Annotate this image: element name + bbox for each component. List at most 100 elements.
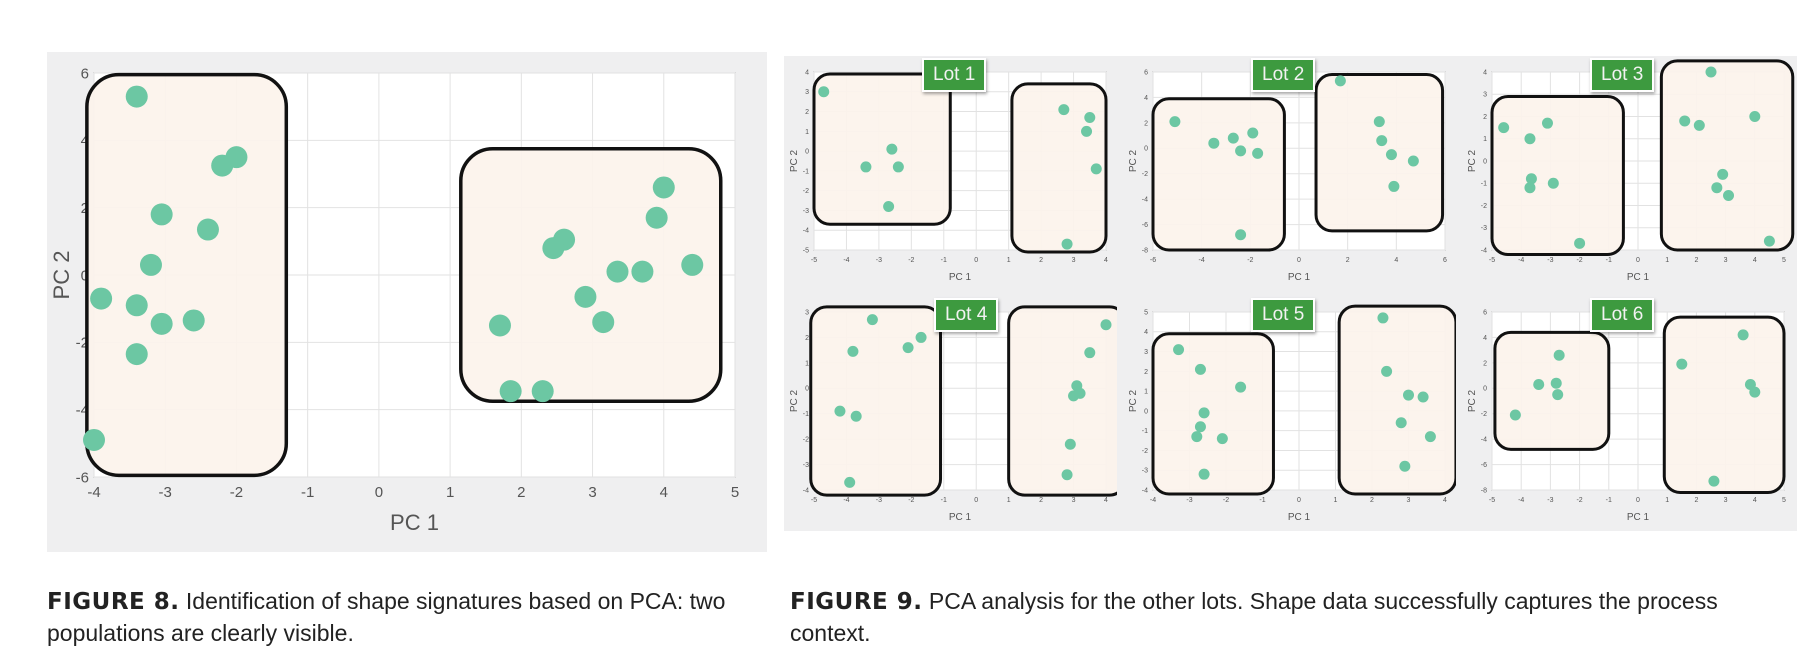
figure-8-panel: -4 -3 -2 -1 0 1 2 3 4 5 -6 -4 -2 0 2 4 6 PC 1 PC 2 <box>47 52 767 552</box>
y-tick-label: 4 <box>81 133 89 150</box>
x-tick-label: -6 <box>1150 257 1156 264</box>
data-point <box>818 86 830 98</box>
x-tick-label: 0 <box>375 484 383 501</box>
y-tick-label: -2 <box>1481 411 1487 418</box>
y-tick-label: -3 <box>803 208 809 215</box>
data-point <box>915 331 927 343</box>
data-point <box>1525 173 1537 185</box>
data-point <box>1084 111 1096 123</box>
data-point <box>1334 75 1346 87</box>
x-tick-label: 3 <box>588 484 596 501</box>
highlight-region <box>459 147 723 403</box>
y-axis-label: PC 2 <box>1467 149 1478 172</box>
data-point <box>1574 237 1586 249</box>
data-point <box>1524 182 1536 194</box>
x-tick-label: -2 <box>1247 257 1253 264</box>
y-tick-label: -6 <box>1142 222 1148 229</box>
y-tick-label: -1 <box>1481 181 1487 188</box>
lot-2-label: Lot 2 <box>1251 58 1316 92</box>
figure-9-caption-label: FIGURE 9. <box>790 589 923 615</box>
y-tick-label: -2 <box>1142 171 1148 178</box>
data-point <box>182 309 205 332</box>
data-point <box>1194 421 1206 433</box>
x-tick-label: -2 <box>908 257 914 264</box>
x-tick-label: 2 <box>1694 257 1698 264</box>
y-tick-label: 2 <box>1144 369 1148 376</box>
data-point <box>1208 137 1220 149</box>
data-point <box>499 380 522 403</box>
data-point <box>1198 407 1210 419</box>
x-tick-label: -1 <box>301 484 314 501</box>
highlight-region <box>1337 304 1456 496</box>
data-point <box>150 312 173 335</box>
data-point <box>886 143 898 155</box>
figure-8-caption: FIGURE 8. Identification of shape signat… <box>47 586 767 649</box>
data-point <box>592 311 615 334</box>
data-point <box>1235 381 1247 393</box>
x-tick-label: -4 <box>1518 257 1524 264</box>
y-tick-label: -5 <box>803 247 809 254</box>
data-point <box>1090 163 1102 175</box>
y-tick-label: 2 <box>805 335 809 342</box>
x-axis-label: PC 1 <box>1627 272 1650 283</box>
data-point <box>844 476 856 488</box>
data-point <box>681 253 704 276</box>
data-point <box>139 253 162 276</box>
data-point <box>125 294 148 317</box>
lot-4-plot: -5 -4 -3 -2 -1 0 1 2 3 4 -4 -3 -2 -1 0 1 2 3 PC 1 PC 2 Lot 4 <box>784 296 1117 529</box>
y-tick-label: 0 <box>1483 158 1487 165</box>
lot-1-label: Lot 1 <box>922 58 987 92</box>
x-tick-label: -5 <box>1489 257 1495 264</box>
data-point <box>834 405 846 417</box>
highlight-region <box>1151 332 1275 496</box>
y-tick-label: -3 <box>1142 468 1148 475</box>
data-point <box>1749 111 1761 122</box>
x-tick-label: 1 <box>1007 257 1011 264</box>
data-point <box>83 428 105 451</box>
figure-9-caption: FIGURE 9. PCA analysis for the other lot… <box>790 586 1770 649</box>
data-point <box>1235 229 1247 241</box>
lot-1-plot: -5 -4 -3 -2 -1 0 1 2 3 4 -5 -4 -3 -2 -1 0 1 2 3 4 PC 1 PC 2 Lo… <box>784 56 1117 289</box>
data-point <box>1705 66 1717 78</box>
data-point <box>1708 475 1720 487</box>
y-tick-label: -1 <box>803 411 809 418</box>
figure-9-panel: -5 -4 -3 -2 -1 0 1 2 3 4 -5 -4 -3 -2 -1 0 1 2 3 4 PC 1 PC 2 Lo… <box>784 56 1797 531</box>
highlight-region <box>1662 315 1786 495</box>
y-axis-label: PC 2 <box>1128 389 1139 412</box>
x-axis-label: PC 1 <box>1627 512 1650 523</box>
x-tick-label: 2 <box>1346 257 1350 264</box>
figure-9-caption-text: PCA analysis for the other lots. Shape d… <box>790 588 1718 646</box>
y-tick-label: -6 <box>1481 462 1487 469</box>
data-point <box>1084 347 1096 359</box>
x-tick-label: 4 <box>660 484 668 501</box>
x-tick-label: -3 <box>159 484 172 501</box>
data-point <box>531 380 554 403</box>
y-tick-label: -2 <box>803 437 809 444</box>
lot-6-plot: -5 -4 -3 -2 -1 0 1 2 3 4 5 -8 -6 -4 -2 0 2 4 6 PC 1 PC 2 Lot … <box>1462 296 1795 529</box>
y-tick-label: 1 <box>805 360 809 367</box>
y-tick-label: 0 <box>805 149 809 156</box>
x-tick-label: -3 <box>1547 257 1553 264</box>
highlight-region <box>1659 59 1795 252</box>
y-tick-label: -1 <box>1142 428 1148 435</box>
y-tick-label: 0 <box>1483 386 1487 393</box>
y-tick-label: 4 <box>1483 335 1487 342</box>
highlight-region <box>1007 305 1117 497</box>
x-tick-label: -4 <box>843 497 849 504</box>
y-tick-label: 0 <box>805 386 809 393</box>
y-tick-label: 2 <box>81 200 89 217</box>
data-point <box>1407 155 1419 167</box>
y-axis-label: PC 2 <box>789 149 800 172</box>
data-point <box>125 343 148 366</box>
data-point <box>645 206 668 229</box>
data-point <box>883 200 895 212</box>
lot-4-label: Lot 4 <box>934 298 999 332</box>
x-tick-label: -3 <box>876 257 882 264</box>
x-axis-label: PC 1 <box>949 512 972 523</box>
x-tick-label: -1 <box>1606 257 1612 264</box>
y-tick-label: -8 <box>1142 247 1148 254</box>
data-point <box>1417 391 1429 403</box>
data-point <box>1061 238 1073 250</box>
data-point <box>196 218 219 241</box>
x-tick-label: 2 <box>1370 497 1374 504</box>
